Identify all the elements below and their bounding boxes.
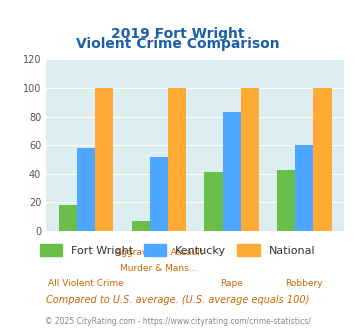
- Bar: [295, 145, 313, 231]
- Bar: [132, 221, 150, 231]
- Bar: [168, 88, 186, 231]
- Bar: [277, 170, 295, 231]
- Text: Aggravated Assault: Aggravated Assault: [115, 248, 203, 257]
- Bar: [313, 88, 332, 231]
- Bar: [77, 148, 95, 231]
- Text: Robbery: Robbery: [285, 279, 323, 288]
- Text: Rape: Rape: [220, 279, 243, 288]
- Bar: [150, 157, 168, 231]
- Text: 2019 Fort Wright: 2019 Fort Wright: [111, 27, 244, 41]
- Bar: [223, 112, 241, 231]
- Legend: Fort Wright, Kentucky, National: Fort Wright, Kentucky, National: [36, 240, 320, 260]
- Text: All Violent Crime: All Violent Crime: [48, 279, 124, 288]
- Text: © 2025 CityRating.com - https://www.cityrating.com/crime-statistics/: © 2025 CityRating.com - https://www.city…: [45, 317, 310, 326]
- Bar: [95, 88, 114, 231]
- Text: Violent Crime Comparison: Violent Crime Comparison: [76, 37, 279, 51]
- Text: Compared to U.S. average. (U.S. average equals 100): Compared to U.S. average. (U.S. average …: [46, 295, 309, 305]
- Bar: [204, 172, 223, 231]
- Bar: [59, 205, 77, 231]
- Text: Murder & Mans...: Murder & Mans...: [120, 264, 198, 273]
- Bar: [241, 88, 259, 231]
